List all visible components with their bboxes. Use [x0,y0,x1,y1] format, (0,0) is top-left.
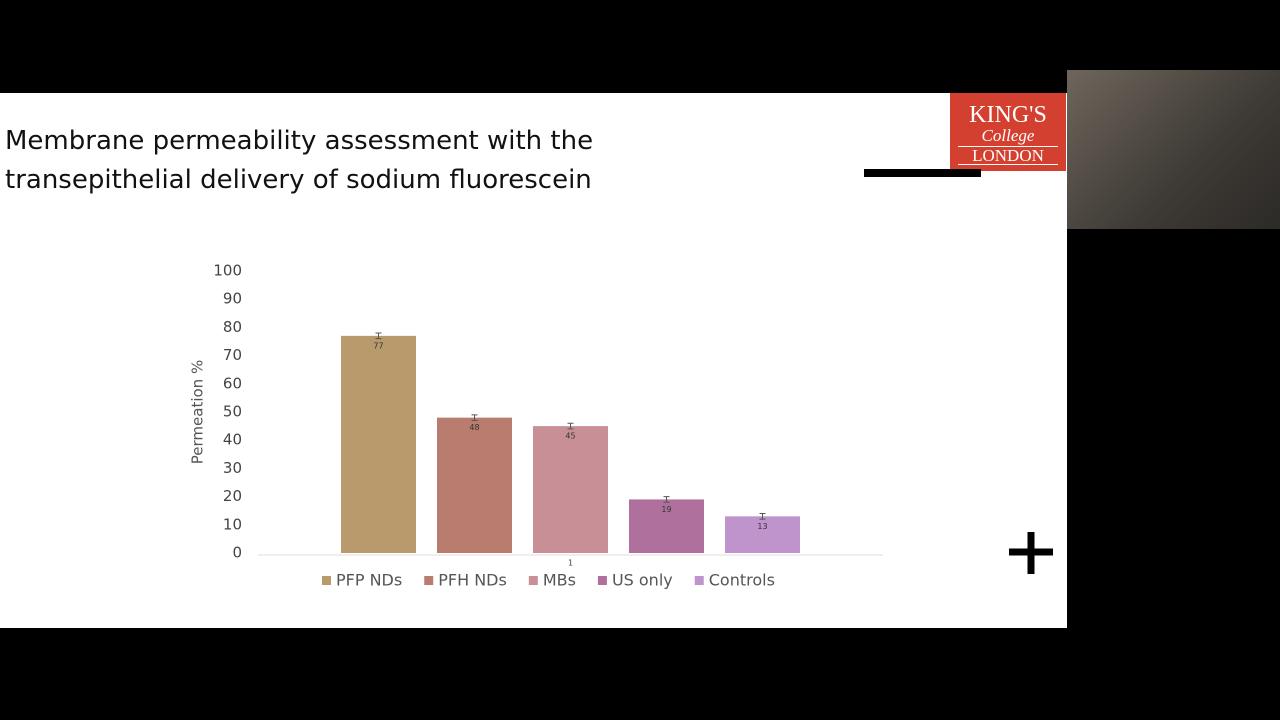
divider [864,169,981,177]
legend-label: US only [612,571,673,590]
legend-label: PFH NDs [438,571,507,590]
error-bar [471,414,478,421]
bar [341,335,416,553]
logo: KING'S College LONDON [950,93,1066,171]
y-tick-label: 10 [223,515,242,533]
y-tick-label: 70 [223,346,242,364]
error-bar [663,496,670,503]
logo-text: KING'S [969,102,1047,128]
y-tick-label: 100 [213,262,242,280]
legend-label: PFP NDs [336,571,402,590]
y-tick-label: 40 [223,431,242,449]
error-bar [375,332,382,340]
y-tick-label: 60 [223,374,242,392]
y-tick-label: 20 [223,487,242,505]
data-label: 77 [373,341,383,350]
bar [437,417,512,553]
y-axis-title: Permeation % [189,360,207,464]
y-tick-label: 0 [232,544,242,562]
data-label: 48 [469,423,479,432]
bar [725,516,800,553]
legend-swatch [597,576,607,585]
slide-title: Membrane permeability assessment with th… [5,126,594,195]
data-label: 19 [661,505,671,514]
y-tick-label: 50 [223,403,242,421]
legend-swatch [694,576,704,585]
legend-label: Controls [709,571,775,590]
y-tick-label: 90 [223,290,242,308]
plus-icon [1009,532,1053,574]
bar [629,499,704,553]
data-label: 45 [565,432,575,441]
bar [533,426,608,553]
y-tick-label: 80 [223,318,242,336]
y-tick-label: 30 [223,459,242,477]
data-label: 13 [757,522,767,531]
logo-text: College [981,126,1035,145]
legend-swatch [322,576,331,585]
error-bar [759,513,766,520]
webcam-video [1067,70,1280,229]
logo-text: LONDON [958,146,1058,165]
legend-swatch [528,576,538,585]
x-tick-label: 1 [568,559,573,568]
legend-swatch [424,576,434,585]
error-bar [567,422,574,430]
legend-label: MBs [543,571,576,590]
